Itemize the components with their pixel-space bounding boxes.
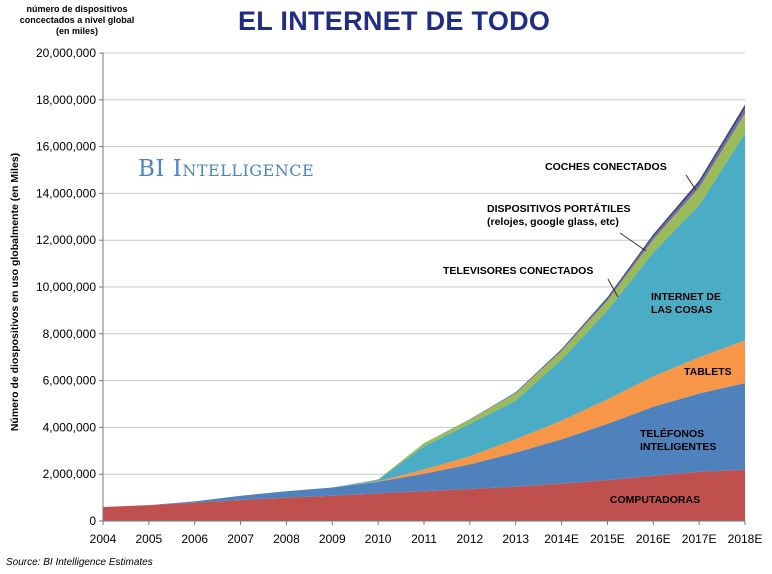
- series-area: [103, 133, 745, 507]
- y-tick-label: 12,000,000: [36, 233, 96, 247]
- chart-title: EL INTERNET DE TODO: [238, 6, 551, 36]
- y-tick-label: 6,000,000: [43, 374, 97, 388]
- y-tick-label: 10,000,000: [36, 280, 96, 294]
- header-note-line-3: (en miles): [55, 26, 98, 36]
- series-annotation: TELÉFONOS INTELIGENTES: [640, 427, 716, 453]
- series-annotation: DISPOSITIVOS PORTÁTILES (relojes, google …: [487, 202, 631, 228]
- series-area: [103, 340, 745, 507]
- annotation-leader: [619, 232, 647, 252]
- series-annotation-line: INTERNET DE: [651, 291, 721, 303]
- x-tick-label: 2011: [411, 532, 437, 546]
- series-annotations: COMPUTADORAS TELÉFONOS INTELIGENTES TABLETS…: [443, 161, 732, 506]
- header-note-line-2: concectados a nivel global: [19, 15, 135, 25]
- series-annotation-line: COCHES CONECTADOS: [545, 161, 667, 173]
- series-annotation-line: LAS COSAS: [651, 304, 712, 316]
- y-tick-label: 20,000,000: [36, 46, 96, 60]
- y-tick-label: 14,000,000: [36, 186, 96, 200]
- y-tick-label: 16,000,000: [36, 140, 96, 154]
- annotation-leader-lines: [607, 174, 697, 298]
- x-tick-label: 2010: [365, 532, 392, 546]
- y-axis-label: Número de diospositivos en uso globalmen…: [9, 152, 21, 432]
- series-annotation-line: TABLETS: [684, 366, 732, 378]
- series-area: [103, 382, 745, 507]
- header-note: número de dispositivos concectados a niv…: [2, 4, 152, 37]
- source-note: Source: BI Intelligence Estimates: [6, 557, 153, 568]
- series-annotation: COCHES CONECTADOS: [545, 161, 667, 173]
- series-annotation-line: DISPOSITIVOS PORTÁTILES: [487, 202, 631, 215]
- y-tick-label: 8,000,000: [43, 327, 97, 341]
- x-tick-label: 2005: [136, 532, 163, 546]
- x-tick-label: 2016E: [636, 532, 671, 546]
- x-tick-label: 2018E: [728, 532, 763, 546]
- x-tick-label: 2007: [227, 532, 254, 546]
- series-annotation-line: TELEVISORES CONECTADOS: [443, 265, 593, 277]
- series-annotation-line: COMPUTADORAS: [610, 494, 700, 506]
- x-tick-label: 2012: [457, 532, 484, 546]
- annotation-leader: [685, 174, 697, 191]
- y-tick-label: 2,000,000: [43, 467, 97, 481]
- x-tick-label: 2008: [273, 532, 300, 546]
- x-tick-label: 2015E: [590, 532, 625, 546]
- x-axis-ticks: 2004 2005 2006 2007 2008 2009 2010 2011 2012 2013…: [90, 521, 763, 546]
- x-tick-label: 2017E: [682, 532, 717, 546]
- series-annotation: INTERNET DE LAS COSAS: [651, 291, 721, 316]
- y-axis-ticks: 0 2,000,000 4,000,000 6,000,000 8,000,000 10,…: [36, 46, 103, 528]
- y-tick-label: 4,000,000: [43, 420, 97, 434]
- y-tick-label: 0: [89, 514, 96, 528]
- series-annotation: TABLETS: [684, 366, 732, 378]
- x-tick-label: 2013: [502, 532, 529, 546]
- bi-intelligence-watermark: BI Intelligence: [138, 156, 315, 182]
- series-annotation-line: (relojes, google glass, etc): [487, 216, 619, 228]
- stacked-areas: [103, 104, 745, 521]
- header-note-line-1: número de dispositivos: [26, 4, 128, 14]
- x-tick-label: 2014E: [544, 532, 579, 546]
- series-area: [103, 469, 745, 521]
- series-annotation: TELEVISORES CONECTADOS: [443, 265, 593, 277]
- x-tick-label: 2004: [90, 532, 117, 546]
- x-tick-label: 2006: [181, 532, 208, 546]
- y-tick-label: 18,000,000: [36, 93, 96, 107]
- x-tick-label: 2009: [319, 532, 346, 546]
- annotation-leader: [607, 278, 619, 298]
- series-annotation-line: TELÉFONOS: [640, 427, 704, 440]
- series-annotation-line: INTELIGENTES: [640, 441, 716, 453]
- series-annotation: COMPUTADORAS: [610, 494, 700, 506]
